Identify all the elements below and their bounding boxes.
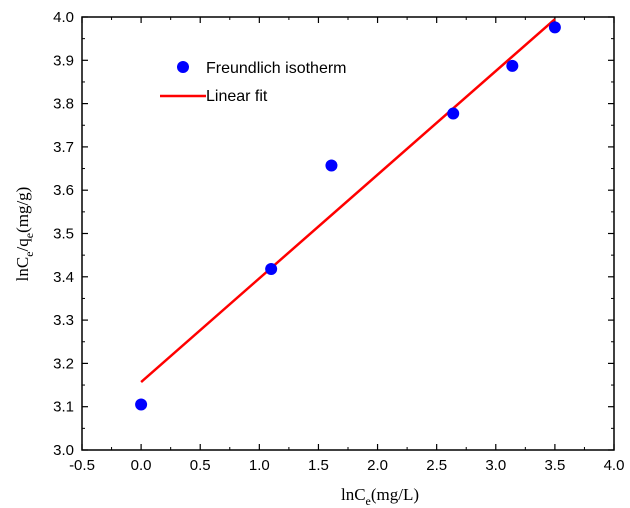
- y-tick-label: 3.0: [53, 442, 74, 459]
- y-tick-label: 3.8: [53, 96, 74, 113]
- x-tick-label: 1.0: [249, 457, 270, 474]
- legend: Freundlich isotherm Linear fit: [160, 60, 347, 105]
- data-point: [506, 59, 519, 72]
- x-tick-label: 3.0: [485, 457, 506, 474]
- y-tick-label: 3.6: [53, 182, 74, 199]
- y-tick-label: 3.5: [53, 226, 74, 243]
- y-tick-label: 4.0: [53, 9, 74, 26]
- y-tick-label: 3.4: [53, 269, 74, 286]
- x-tick-label: 2.0: [367, 457, 388, 474]
- legend-marker-freundlich: [177, 61, 189, 73]
- data-point: [265, 263, 278, 276]
- x-tick-label: -0.5: [69, 457, 95, 474]
- data-point: [447, 107, 460, 120]
- data-point: [325, 159, 338, 172]
- x-axis-title: lnCe(mg/L): [341, 485, 419, 508]
- data-point: [548, 21, 561, 34]
- x-tick-label: 2.5: [426, 457, 447, 474]
- legend-label-linear-fit: Linear fit: [206, 88, 268, 105]
- x-tick-label: 4.0: [604, 457, 625, 474]
- plot-frame: [81, 16, 615, 451]
- y-axis-ticks: 3.0 3.1 3.2 3.3 3.4 3.5 3.6 3.7 3.8 3.9 4.0: [53, 9, 614, 459]
- linear-fit-line: [140, 18, 556, 383]
- y-tick-label: 3.2: [53, 355, 74, 372]
- y-tick-label: 3.3: [53, 312, 74, 329]
- data-point: [135, 398, 148, 411]
- plot-content: [135, 18, 561, 411]
- x-tick-label: 0.5: [190, 457, 211, 474]
- x-tick-label: 1.5: [308, 457, 329, 474]
- y-tick-label: 3.9: [53, 52, 74, 69]
- y-tick-label: 3.1: [53, 399, 74, 416]
- x-tick-label: 3.5: [544, 457, 565, 474]
- y-axis-title: lnCe/qe(mg/g): [13, 187, 36, 282]
- y-tick-label: 3.7: [53, 139, 74, 156]
- legend-label-freundlich: Freundlich isotherm: [206, 60, 347, 77]
- x-axis-ticks: -0.5 0.0 0.5 1.0 1.5 2.0 2.5 3.0 3.5 4.0: [69, 17, 624, 474]
- x-tick-label: 0.0: [131, 457, 152, 474]
